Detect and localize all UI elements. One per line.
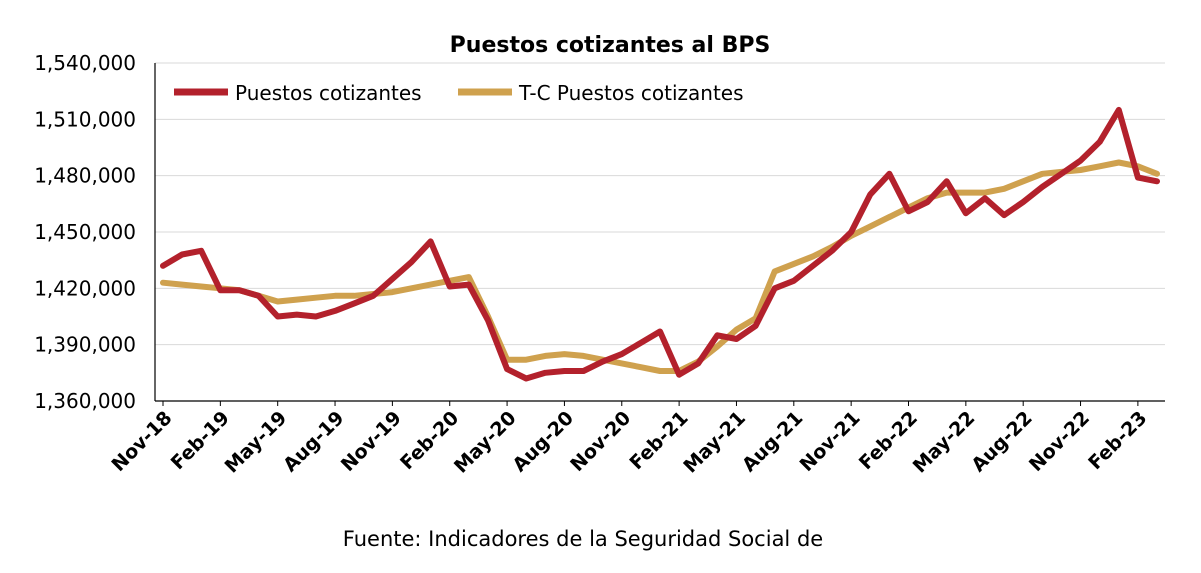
x-tick-label: Aug-19 [279, 407, 348, 476]
x-axis-labels: Nov-18Feb-19May-19Aug-19Nov-19Feb-20May-… [107, 407, 1151, 478]
source-note: Fuente: Indicadores de la Seguridad Soci… [343, 527, 823, 551]
y-tick-label: 1,510,000 [34, 107, 136, 131]
x-tick-label: Nov-20 [566, 407, 635, 476]
x-tick-label: May-22 [909, 407, 980, 478]
y-tick-label: 1,420,000 [34, 276, 136, 300]
x-tick-label: Nov-21 [796, 407, 865, 476]
legend-label-tc: T-C Puestos cotizantes [518, 81, 744, 105]
x-tick-label: Aug-21 [738, 407, 807, 476]
y-tick-label: 1,480,000 [34, 164, 136, 188]
x-tick-label: May-20 [450, 407, 521, 478]
y-axis-labels: 1,360,000 1,390,000 1,420,000 1,450,000 1,48… [34, 51, 136, 413]
series-line-tc [160, 159, 1160, 374]
x-tick-label: Nov-19 [337, 407, 406, 476]
series-lines [160, 106, 1160, 382]
chart-title: Puestos cotizantes al BPS [450, 33, 771, 58]
y-tick-label: 1,360,000 [34, 389, 136, 413]
legend-label-puestos: Puestos cotizantes [235, 81, 422, 105]
x-tick-label: Nov-22 [1025, 407, 1094, 476]
x-tick-label: Aug-22 [967, 407, 1036, 476]
x-tick-label: Feb-23 [1084, 407, 1151, 474]
gridlines [155, 62, 1165, 346]
x-tick-label: May-19 [221, 407, 292, 478]
x-tick-label: Nov-18 [107, 407, 176, 476]
y-tick-label: 1,540,000 [34, 51, 136, 75]
y-tick-label: 1,450,000 [34, 220, 136, 244]
x-tick-label: May-21 [679, 407, 750, 478]
legend: Puestos cotizantes T-C Puestos cotizante… [174, 81, 744, 105]
series-line-puestos [160, 106, 1160, 382]
y-tick-label: 1,390,000 [34, 333, 136, 357]
x-tick-label: Aug-20 [509, 407, 578, 476]
axes [154, 63, 1165, 406]
